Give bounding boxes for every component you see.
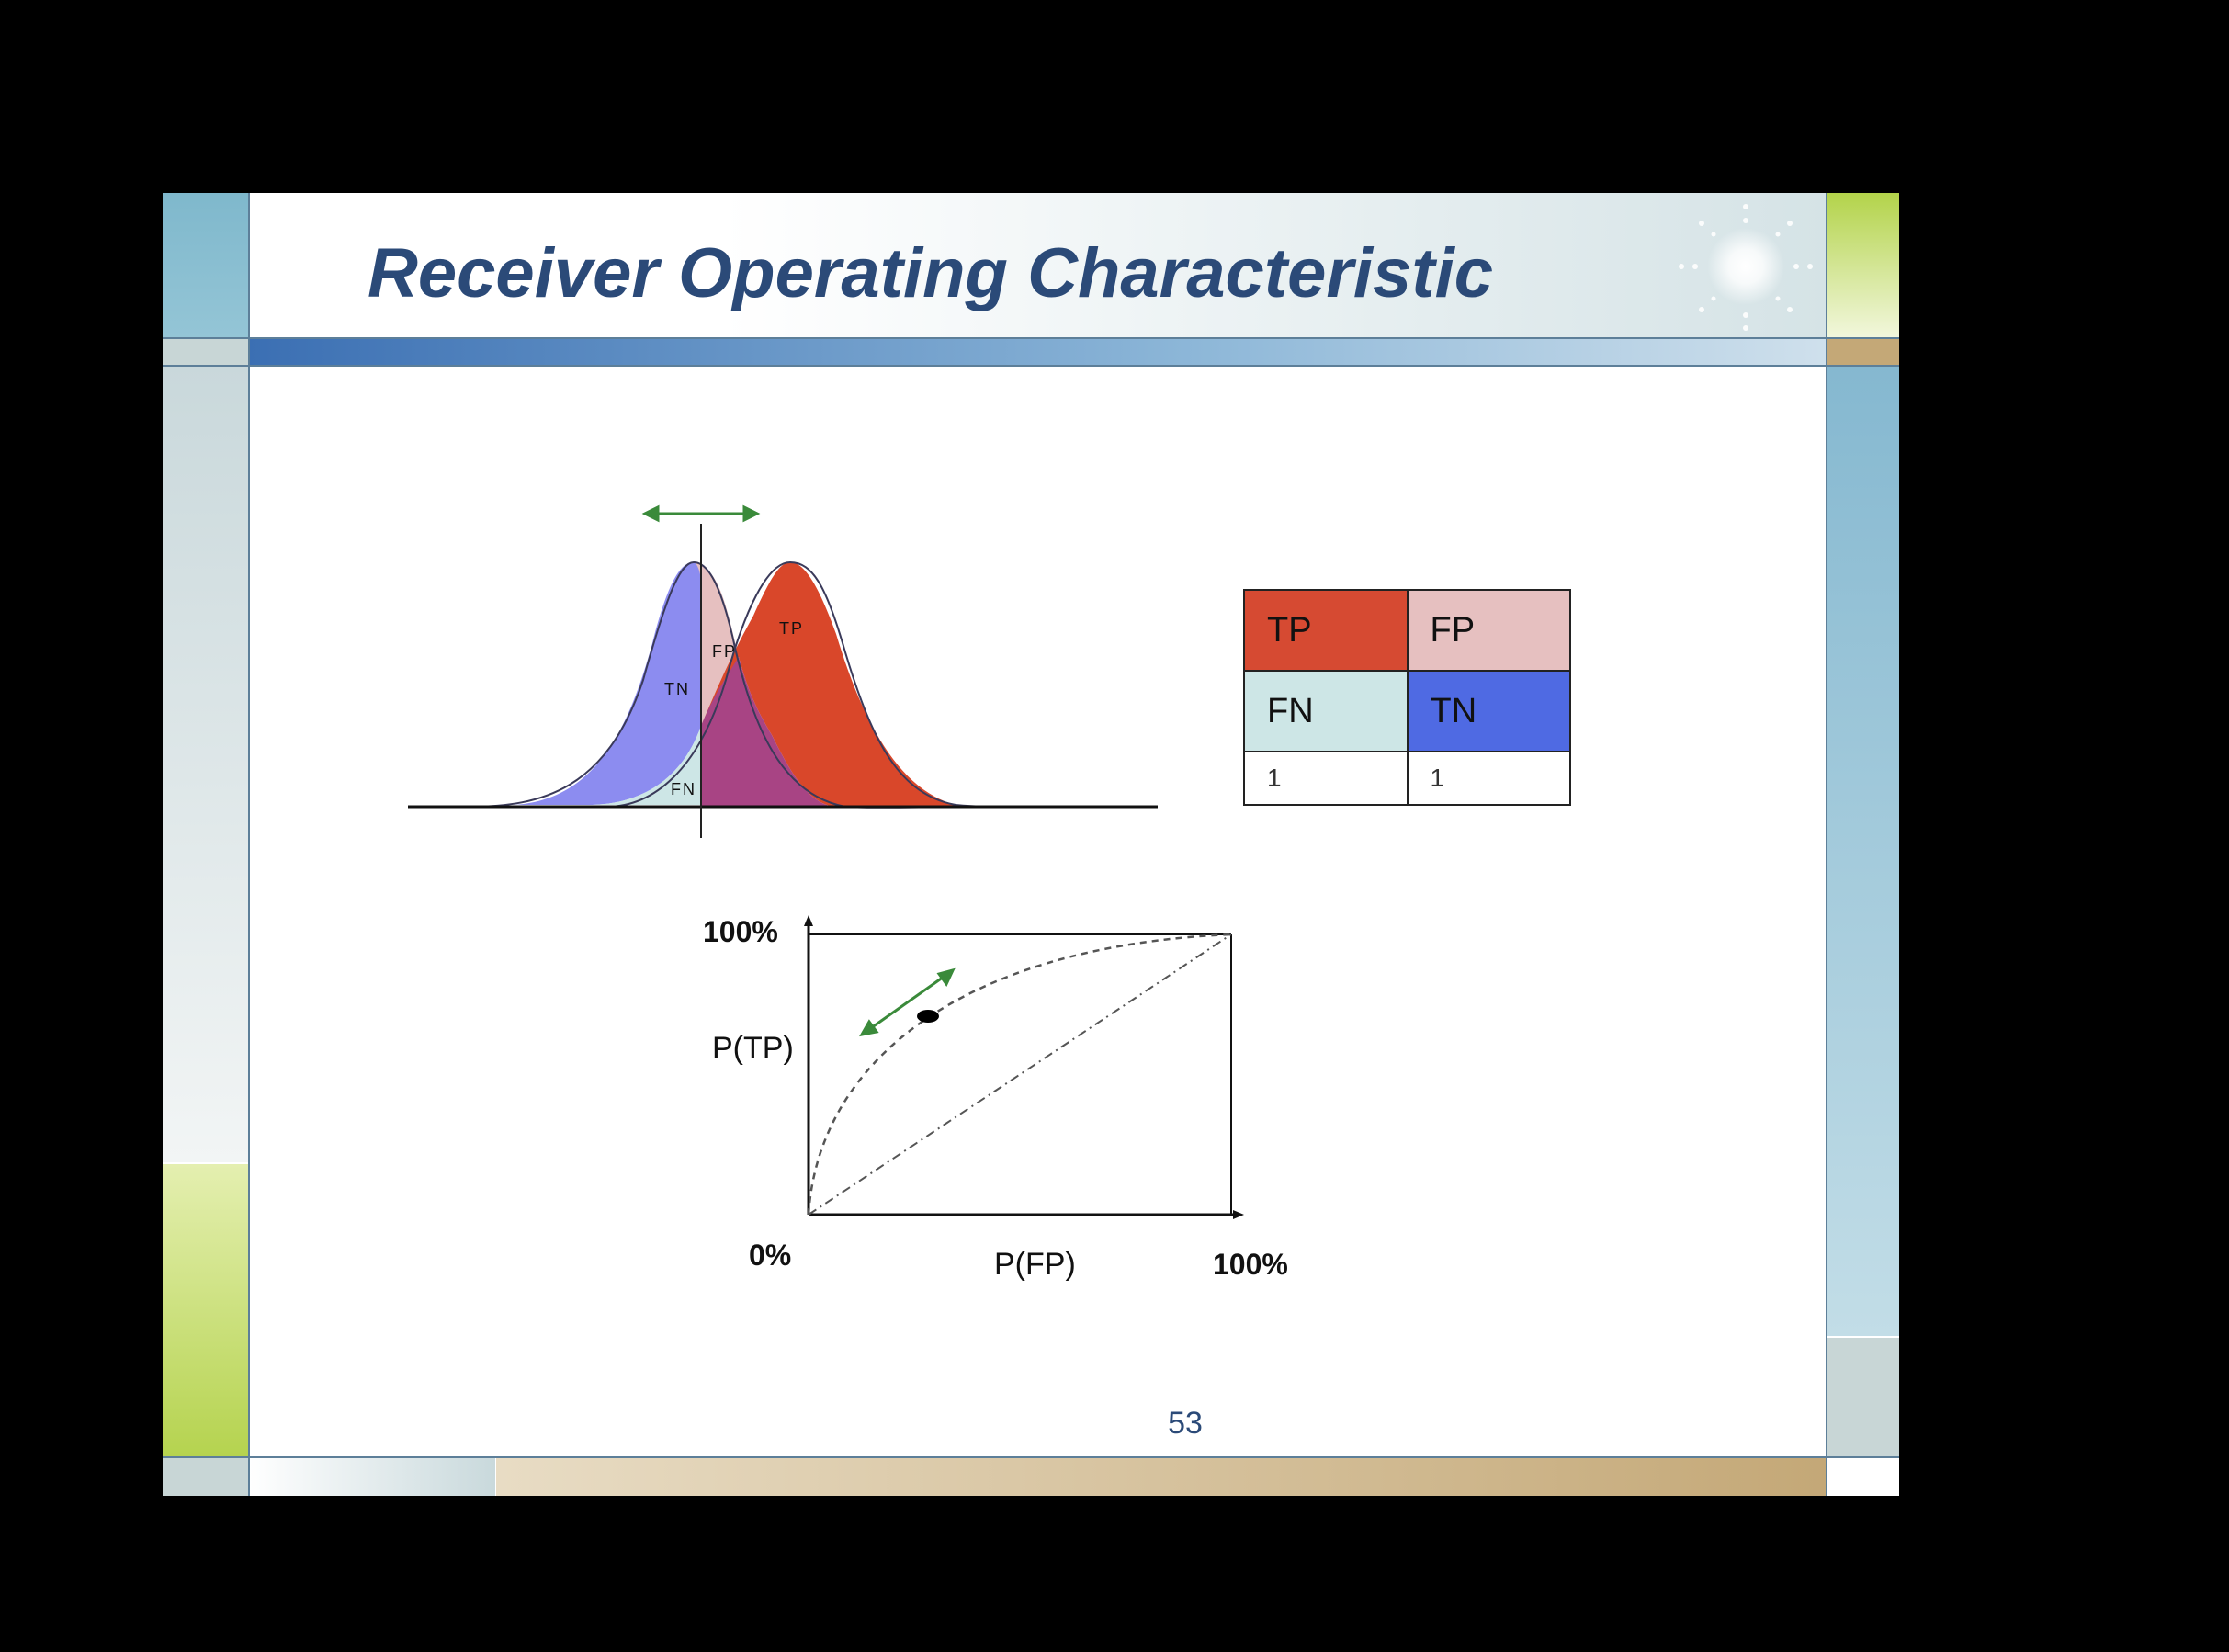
frame-line-h2 [163, 365, 1899, 367]
roc-curve [807, 933, 1232, 1216]
page-number: 53 [1168, 1406, 1203, 1441]
threshold-arrow-icon [641, 504, 761, 523]
cell-total-left: 1 [1243, 751, 1409, 806]
distribution-diagram: TN FP TP FN [408, 504, 1158, 838]
origin-label: 0% [749, 1239, 791, 1272]
frame-line-v1 [248, 193, 250, 1496]
cell-tn: TN [1406, 670, 1571, 752]
operating-point-arrow-icon [859, 967, 956, 1037]
frame-block-right-strip [1827, 337, 1899, 365]
tn-region [515, 562, 704, 805]
cell-fn: FN [1243, 670, 1409, 752]
sparkle-logo [1679, 204, 1813, 331]
y-top-label: 100% [703, 915, 778, 948]
frame-block-top-left [163, 193, 249, 338]
cell-tp: TP [1243, 589, 1409, 672]
frame-block-left-green [163, 1164, 249, 1456]
x-axis-label: P(FP) [994, 1247, 1076, 1282]
x-right-label: 100% [1213, 1248, 1288, 1281]
y-axis-label: P(TP) [712, 1031, 794, 1066]
table-row: FN TN [1243, 670, 1571, 752]
frame-block-left-strip [163, 337, 249, 365]
table-row: TP FP [1243, 589, 1571, 672]
label-fp: FP [712, 642, 737, 661]
frame-block-right-lower [1827, 1338, 1899, 1456]
label-tp: TP [779, 619, 804, 638]
frame-block-top-right [1827, 193, 1899, 338]
label-fn: FN [671, 780, 696, 798]
x-axis-arrow-icon [1233, 1210, 1244, 1219]
roc-plot: 100% P(TP) 0% P(FP) 100% [703, 915, 1288, 1282]
chance-diagonal [808, 933, 1232, 1216]
frame-block-right-column [1827, 366, 1899, 1336]
frame-line-v2 [1826, 193, 1827, 1496]
fp-region [694, 562, 739, 726]
slide-title: Receiver Operating Characteristic [368, 234, 1493, 312]
cell-fp: FP [1406, 589, 1571, 672]
frame-block-bottom-right [1827, 1457, 1899, 1496]
frame-line-h3 [163, 1456, 1899, 1458]
y-axis-arrow-icon [804, 915, 813, 926]
frame-line-h1 [163, 337, 1899, 339]
title-band [249, 193, 1827, 338]
operating-point [917, 1010, 939, 1023]
cell-total-right: 1 [1406, 751, 1571, 806]
frame-block-left-column [163, 366, 249, 1162]
label-tn: TN [664, 680, 690, 698]
fn-region [588, 726, 701, 805]
table-row: 1 1 [1243, 751, 1571, 806]
tp-region [701, 562, 1029, 807]
positive-curve [605, 560, 1048, 809]
slide [163, 193, 1899, 1496]
header-bar [249, 337, 1827, 365]
frame-block-bottom-mid [249, 1457, 495, 1496]
frame-block-bottom-left [163, 1457, 249, 1496]
confusion-table: TP FP FN TN 1 1 [1243, 589, 1571, 806]
overlap-region [701, 657, 836, 807]
frame-block-bottom-bar [496, 1457, 1827, 1496]
